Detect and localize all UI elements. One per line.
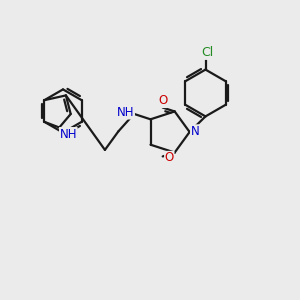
Text: NH: NH — [59, 128, 77, 141]
Text: O: O — [165, 152, 174, 164]
Text: N: N — [190, 125, 200, 138]
Text: O: O — [158, 94, 167, 107]
Text: Cl: Cl — [202, 46, 214, 59]
Text: NH: NH — [117, 106, 134, 119]
